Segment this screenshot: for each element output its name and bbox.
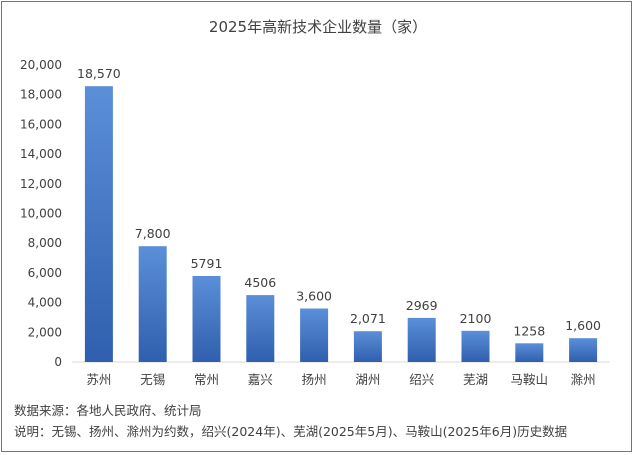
x-tick-label: 无锡 <box>140 372 165 387</box>
bar <box>300 308 329 362</box>
chart-title: 2025年高新技术企业数量（家） <box>209 18 427 36</box>
data-labels: 18,570 7,800 5791 4506 3,600 2,071 2969 2100 125… <box>77 66 601 338</box>
source-note: 数据来源：各地人民政府、统计局 <box>14 403 202 418</box>
data-label: 2,071 <box>350 311 386 326</box>
y-tick-label: 10,000 <box>20 207 62 221</box>
data-label: 4506 <box>244 275 276 290</box>
data-label: 18,570 <box>77 66 121 81</box>
bar <box>138 246 167 362</box>
explanation-note: 说明：无锡、扬州、滁州为约数，绍兴(2024年)、芜湖(2025年5月)、马鞍山… <box>14 424 568 439</box>
bar <box>84 86 113 362</box>
x-tick-label: 湖州 <box>355 372 380 387</box>
y-tick-label: 4,000 <box>28 296 62 310</box>
bar <box>353 331 382 362</box>
x-tick-label: 滁州 <box>571 372 596 387</box>
x-tick-label: 绍兴 <box>409 372 434 387</box>
x-tick-label: 芜湖 <box>463 372 488 387</box>
x-tick-label: 嘉兴 <box>248 372 273 387</box>
y-tick-label: 6,000 <box>28 266 62 280</box>
data-label: 7,800 <box>135 226 171 241</box>
bar <box>569 338 598 362</box>
bar <box>192 276 221 362</box>
y-tick-label: 2,000 <box>28 325 62 339</box>
x-axis: 苏州 无锡 常州 嘉兴 扬州 湖州 绍兴 芜湖 马鞍山 滁州 <box>86 372 595 387</box>
y-tick-label: 0 <box>54 355 62 369</box>
y-tick-label: 12,000 <box>20 177 62 191</box>
y-tick-label: 16,000 <box>20 117 62 131</box>
x-tick-label: 苏州 <box>86 372 111 387</box>
x-tick-label: 马鞍山 <box>511 372 549 387</box>
y-tick-label: 20,000 <box>20 58 62 72</box>
bar <box>246 295 275 362</box>
y-tick-label: 18,000 <box>20 88 62 102</box>
y-axis: 0 2,000 4,000 6,000 8,000 10,000 12,000 14,000 1… <box>20 58 62 369</box>
x-tick-label: 扬州 <box>302 372 327 387</box>
data-label: 2969 <box>406 298 438 313</box>
bar <box>461 330 490 362</box>
data-label: 5791 <box>191 256 223 271</box>
data-label: 2100 <box>460 311 492 326</box>
x-tick-label: 常州 <box>194 372 219 387</box>
bars <box>84 86 598 362</box>
data-label: 1258 <box>513 323 545 338</box>
data-label: 3,600 <box>296 289 332 304</box>
bar <box>407 317 436 362</box>
y-tick-label: 8,000 <box>28 236 62 250</box>
bar <box>515 343 544 362</box>
data-label: 1,600 <box>565 318 601 333</box>
y-tick-label: 14,000 <box>20 147 62 161</box>
